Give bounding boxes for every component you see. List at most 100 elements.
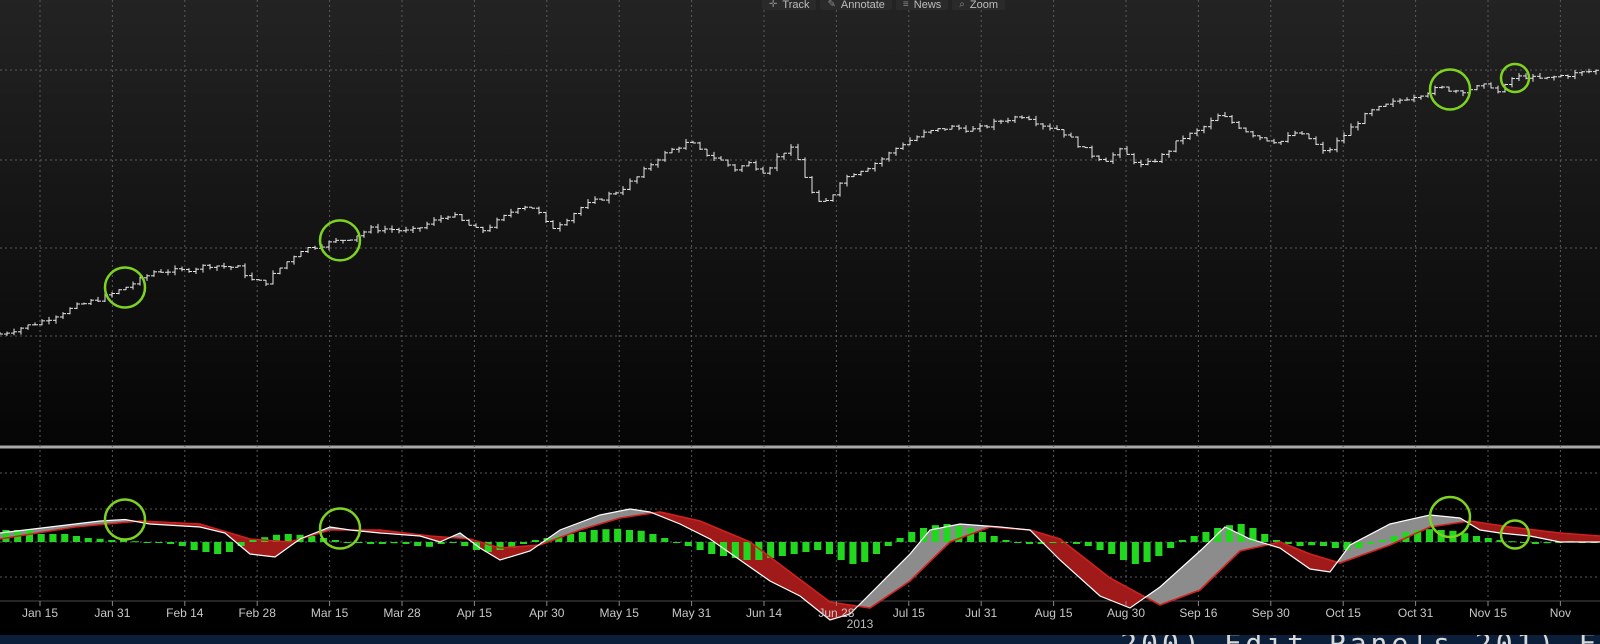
histogram-bar <box>920 528 928 542</box>
histogram-bar <box>555 536 563 542</box>
macd-fill-segment <box>1547 531 1553 541</box>
zoom-button[interactable]: ⌕ Zoom <box>952 0 1006 10</box>
news-label: News <box>913 0 942 10</box>
macd-fill-segment <box>1567 533 1573 543</box>
histogram-bar <box>1414 530 1422 542</box>
x-tick-label: Jun 14 <box>746 606 782 620</box>
histogram-bar <box>155 542 163 543</box>
histogram-bar <box>1202 532 1210 542</box>
x-tick-label: Jun 28 <box>818 606 854 620</box>
histogram-bar <box>614 528 622 542</box>
macd-fill-segment <box>1083 557 1089 586</box>
histogram-bar <box>1461 533 1469 542</box>
price-highlight-circle <box>103 266 147 309</box>
x-tick-label: Apr 15 <box>457 606 493 620</box>
highlight-circles <box>103 62 1531 550</box>
histogram-bar <box>896 538 904 542</box>
macd-fill-segment <box>1199 546 1205 591</box>
x-tick-label: May 15 <box>600 606 640 620</box>
histogram-bar <box>402 542 410 544</box>
macd-fill-segment <box>1183 561 1189 597</box>
x-tick-label: Sep 30 <box>1252 606 1290 620</box>
histogram-bar <box>1308 542 1316 546</box>
macd-fill-segment <box>1551 531 1557 542</box>
histogram-bar <box>367 542 375 544</box>
histogram-bar <box>1543 542 1551 544</box>
grid-lines <box>0 0 1600 600</box>
histogram-bar <box>1531 542 1539 544</box>
track-label: Track <box>782 0 810 10</box>
chart-toolbar: ✛ Track ✎ Annotate ≡ News ⌕ Zoom <box>762 0 1006 10</box>
macd-fill-segment <box>739 537 745 564</box>
track-button[interactable]: ✛ Track <box>762 0 817 10</box>
macd-fill-segment <box>1107 575 1113 602</box>
histogram-bar <box>767 542 775 558</box>
macd-highlight-circle <box>1428 495 1472 539</box>
x-tick-label: Feb 28 <box>239 606 277 620</box>
histogram-bar <box>708 542 716 554</box>
histogram-bar <box>1378 540 1386 542</box>
histogram-bar <box>1131 542 1139 564</box>
macd-fill-segment <box>1575 533 1581 543</box>
histogram-bar <box>1014 542 1022 543</box>
histogram-bar <box>1143 542 1151 562</box>
histogram-bar <box>237 542 245 546</box>
histogram-bar <box>755 542 763 560</box>
macd-fill-segment <box>1555 532 1561 543</box>
macd-fill-segment <box>1099 569 1105 598</box>
macd-fill-segment <box>1179 564 1185 598</box>
command-bar[interactable]: 200) Edit Panels 201) E <box>0 635 1600 644</box>
histogram-bar <box>955 526 963 542</box>
macd-lines <box>0 508 1600 621</box>
macd-fill-segment <box>1439 515 1445 526</box>
histogram-bar <box>1484 538 1492 542</box>
macd-fill-segment <box>1563 533 1569 543</box>
histogram-bar <box>590 530 598 542</box>
price-panel-bg <box>0 0 1600 446</box>
histogram-bar <box>884 542 892 546</box>
histogram-bar <box>531 540 539 542</box>
histogram-bar <box>484 542 492 552</box>
list-icon: ≡ <box>902 0 909 10</box>
histogram-bar <box>178 542 186 546</box>
histogram-bar <box>190 542 198 550</box>
zoom-label: Zoom <box>969 0 999 10</box>
command-bar-text: 200) Edit Panels 201) E <box>1120 635 1600 644</box>
x-tick-label: Nov <box>1550 606 1571 620</box>
x-tick-label: Jan 15 <box>22 606 58 620</box>
histogram-bar <box>849 542 857 564</box>
histogram-bar <box>1272 540 1280 542</box>
macd-fill-segment <box>919 536 925 572</box>
annotate-button[interactable]: ✎ Annotate <box>820 0 892 10</box>
macd-fill-segment <box>1111 578 1117 603</box>
macd-fill-segment <box>1207 538 1213 583</box>
macd-fill-segment <box>255 539 261 556</box>
macd-fill-segment <box>1103 572 1109 600</box>
macd-fill-segment <box>503 547 509 560</box>
macd-fill-segment <box>1127 587 1133 608</box>
macd-fill-segment <box>1371 530 1377 552</box>
histogram-bar <box>602 529 610 542</box>
histogram-bar <box>437 542 445 544</box>
histogram-bar <box>861 542 869 562</box>
histogram-bar <box>390 542 398 544</box>
histogram-bar <box>120 540 128 542</box>
histogram-bar <box>743 542 751 560</box>
news-button[interactable]: ≡ News <box>895 0 949 10</box>
histogram-bar <box>1049 542 1057 543</box>
histogram-bar <box>672 542 680 543</box>
x-tick-label: Mar 15 <box>311 606 349 620</box>
macd-fill-segment <box>1311 554 1317 571</box>
histogram-bar <box>355 542 363 543</box>
histogram-bar <box>1261 534 1269 542</box>
histogram-bar <box>578 532 586 542</box>
x-tick-label: Oct 15 <box>1326 606 1362 620</box>
histogram-bar <box>225 542 233 552</box>
x-tick-label: Feb 14 <box>166 606 204 620</box>
macd-fill-segment <box>771 558 777 585</box>
histogram-bar <box>1496 540 1504 542</box>
macd-fill-segment <box>1119 582 1125 606</box>
histogram-bar <box>2 530 10 542</box>
macd-fill-segment <box>1363 535 1369 555</box>
